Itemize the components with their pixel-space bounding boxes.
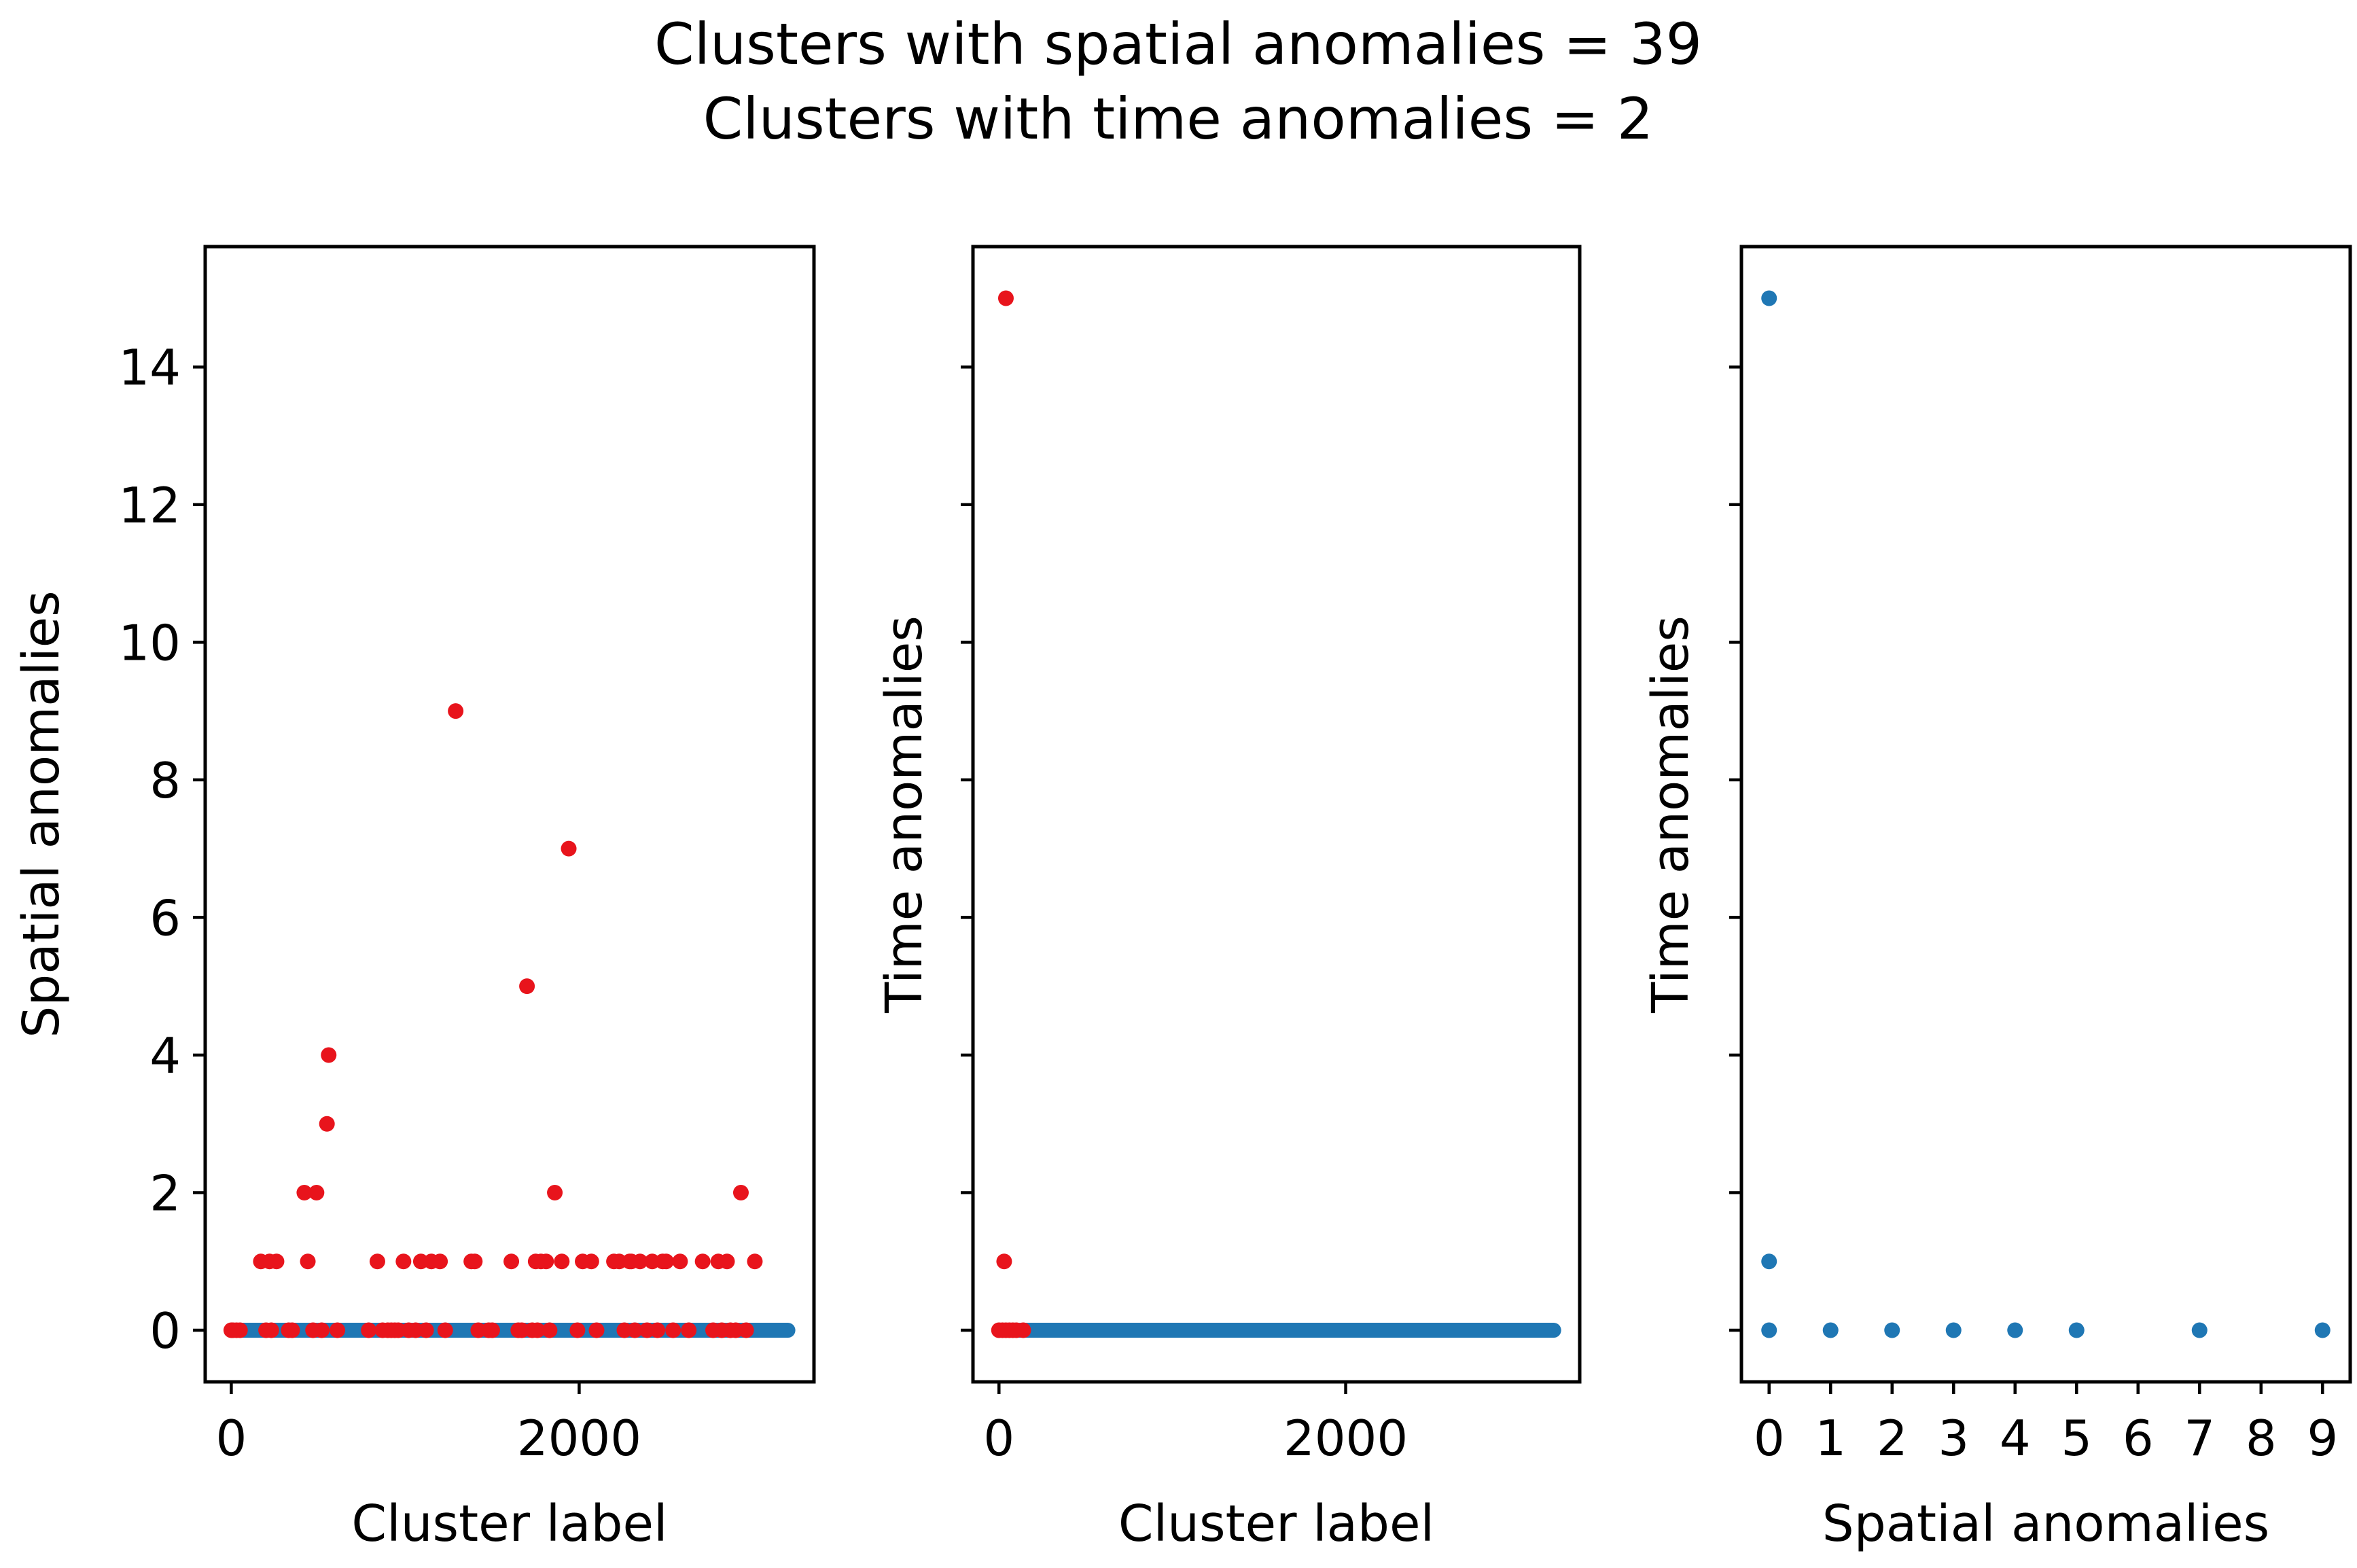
x-tick-label: 9 bbox=[2307, 1410, 2338, 1467]
figure-title-line-1: Clusters with spatial anomalies = 39 bbox=[654, 11, 1702, 77]
data-point bbox=[658, 1253, 674, 1270]
x-tick-label: 4 bbox=[2000, 1410, 2031, 1467]
data-point bbox=[263, 1322, 279, 1338]
data-point bbox=[1761, 1322, 1777, 1338]
data-point bbox=[467, 1253, 483, 1270]
data-point bbox=[319, 1116, 335, 1132]
y-tick-label: 4 bbox=[149, 1027, 181, 1084]
x-axis-label: Spatial anomalies bbox=[1822, 1495, 2269, 1553]
x-tick-label: 0 bbox=[1754, 1410, 1785, 1467]
data-point bbox=[529, 1322, 546, 1338]
x-tick-label: 3 bbox=[1938, 1410, 1969, 1467]
x-tick-label: 2000 bbox=[517, 1410, 641, 1467]
data-point bbox=[732, 1185, 749, 1200]
data-point bbox=[1761, 290, 1777, 306]
data-point bbox=[284, 1322, 300, 1338]
y-tick-label: 12 bbox=[118, 477, 181, 534]
data-point bbox=[547, 1185, 563, 1200]
data-point bbox=[665, 1322, 681, 1338]
x-axis-label: Cluster label bbox=[351, 1495, 667, 1553]
data-point bbox=[519, 978, 535, 995]
panel-time-vs-cluster: 0 2000 Cluster label Time anomalies bbox=[875, 245, 1582, 1553]
axes-frame bbox=[971, 245, 1582, 1384]
y-tick-label: 10 bbox=[118, 614, 181, 671]
y-tick-label: 2 bbox=[149, 1165, 181, 1222]
data-point bbox=[484, 1322, 500, 1338]
data-point bbox=[321, 1047, 337, 1063]
data-point bbox=[1884, 1322, 1900, 1338]
data-point bbox=[1945, 1322, 1962, 1338]
data-point bbox=[395, 1253, 412, 1270]
data-point bbox=[268, 1253, 285, 1270]
data-point bbox=[232, 1322, 248, 1338]
x-tick-label: 1 bbox=[1815, 1410, 1846, 1467]
x-tick-label: 8 bbox=[2246, 1410, 2277, 1467]
figure-title-line-2: Clusters with time anomalies = 2 bbox=[703, 86, 1654, 152]
data-point bbox=[569, 1322, 586, 1338]
y-tick-label: 14 bbox=[118, 339, 181, 396]
data-point bbox=[588, 1322, 605, 1338]
data-point bbox=[554, 1253, 570, 1270]
data-point bbox=[296, 1185, 313, 1200]
data-point bbox=[542, 1322, 558, 1338]
data-point bbox=[369, 1253, 385, 1270]
data-point bbox=[996, 1253, 1012, 1270]
data-point bbox=[626, 1322, 643, 1338]
data-point bbox=[2314, 1322, 2331, 1338]
data-point bbox=[308, 1185, 325, 1200]
data-point bbox=[300, 1253, 316, 1270]
data-point bbox=[418, 1322, 434, 1338]
data-point bbox=[681, 1322, 697, 1338]
data-point bbox=[561, 840, 577, 857]
x-tick-label: 2 bbox=[1877, 1410, 1908, 1467]
x-tick-label: 5 bbox=[2061, 1410, 2092, 1467]
data-point bbox=[997, 290, 1014, 306]
x-tick-label: 2000 bbox=[1283, 1410, 1408, 1467]
data-point bbox=[2068, 1322, 2085, 1338]
data-point bbox=[437, 1322, 453, 1338]
data-point bbox=[503, 1253, 520, 1270]
data-point bbox=[1761, 1253, 1777, 1270]
y-axis-label: Time anomalies bbox=[875, 616, 934, 1014]
data-point bbox=[1015, 1322, 1031, 1338]
data-point bbox=[1822, 1322, 1839, 1338]
data-point bbox=[2191, 1322, 2208, 1338]
data-point bbox=[538, 1253, 554, 1270]
x-tick-label: 0 bbox=[983, 1410, 1014, 1467]
data-point bbox=[2007, 1322, 2023, 1338]
x-tick-label: 6 bbox=[2123, 1410, 2154, 1467]
data-point bbox=[719, 1253, 735, 1270]
data-point bbox=[747, 1253, 763, 1270]
data-point bbox=[432, 1253, 448, 1270]
data-point bbox=[632, 1253, 648, 1270]
x-tick-label: 7 bbox=[2184, 1410, 2215, 1467]
y-tick-label: 6 bbox=[149, 889, 181, 946]
y-tick-label: 0 bbox=[149, 1302, 181, 1359]
data-point bbox=[583, 1253, 599, 1270]
data-point bbox=[330, 1322, 346, 1338]
x-tick-label: 0 bbox=[215, 1410, 247, 1467]
y-tick-label: 8 bbox=[149, 752, 181, 809]
data-point bbox=[448, 703, 464, 719]
data-point bbox=[672, 1253, 688, 1270]
axes-frame bbox=[203, 245, 816, 1384]
data-point bbox=[361, 1322, 377, 1338]
y-axis-label: Spatial anomalies bbox=[12, 590, 71, 1037]
panel-spatial-vs-cluster: 0 2 4 6 8 10 12 14 0 2000 Cluster label Spatial ano… bbox=[12, 245, 816, 1553]
y-axis-label: Time anomalies bbox=[1642, 616, 1700, 1014]
axes-frame bbox=[1739, 245, 2352, 1384]
data-point bbox=[694, 1253, 711, 1270]
data-point bbox=[738, 1322, 754, 1338]
data-point bbox=[314, 1322, 330, 1338]
panel-time-vs-spatial: 0 1 2 3 4 5 6 7 8 9 Spatial anomalies Time anomalie… bbox=[1642, 245, 2352, 1553]
data-point bbox=[650, 1322, 666, 1338]
x-axis-label: Cluster label bbox=[1118, 1495, 1434, 1553]
